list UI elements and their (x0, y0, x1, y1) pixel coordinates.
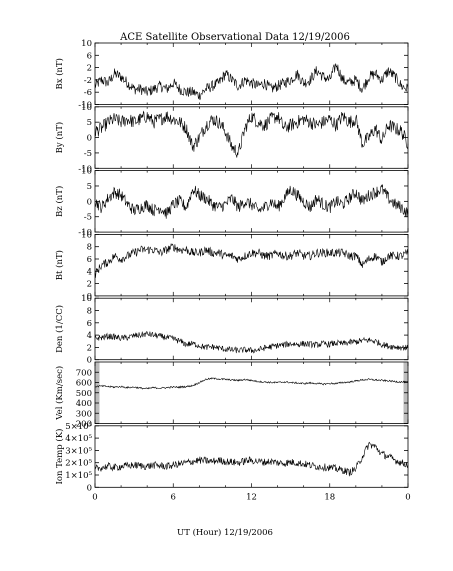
y-tick-label: 1×10⁵ (65, 471, 92, 481)
panels-group: -10 -6 -2 2 6 10 Bx (nT) -10 -5 0 5 10 By (nT) -10 -5 0… (54, 39, 409, 493)
y-tick-label: 5×10⁵ (65, 422, 92, 432)
y-tick-label: -5 (84, 213, 92, 223)
y-tick-label: 600 (76, 379, 92, 389)
y-tick-label: 10 (81, 230, 92, 240)
y-tick-label: 0 (87, 197, 92, 207)
series-line (95, 184, 409, 219)
panel-2: -10 -5 0 5 10 Bz (nT) (54, 167, 409, 238)
y-tick-label: -10 (78, 101, 92, 111)
y-tick-label: 2 (87, 343, 92, 353)
y-tick-label: 700 (76, 368, 92, 378)
y-tick-label: 300 (76, 409, 92, 419)
x-tick-label: 18 (324, 492, 335, 502)
y-tick-label: 5 (87, 118, 92, 128)
y-tick-label: 0 (87, 483, 92, 493)
x-axis: 0 6 12 18 0 (92, 492, 410, 502)
y-tick-label: 5 (87, 182, 92, 192)
y-tick-label: 8 (87, 243, 92, 253)
y-tick-label: 2×10⁵ (65, 459, 92, 469)
y-tick-label: 0 (87, 292, 92, 302)
x-axis-title: UT (Hour) 12/19/2006 (177, 527, 273, 538)
y-tick-label: 4 (87, 331, 92, 341)
x-tick-label: 6 (171, 492, 176, 502)
series-line (94, 110, 409, 158)
y-axis-title: Bx (nT) (54, 58, 65, 90)
y-tick-label: 4×10⁵ (65, 434, 92, 444)
y-tick-label: -5 (84, 149, 92, 159)
x-tick-label: 0 (405, 492, 410, 502)
y-tick-label: 6 (87, 319, 92, 329)
panel-frame (94, 361, 409, 424)
series-line (94, 441, 409, 477)
panel-0: -10 -6 -2 2 6 10 Bx (nT) (54, 39, 409, 111)
y-tick-label: 2 (87, 280, 92, 290)
series-line (94, 243, 409, 278)
y-tick-label: 2 (87, 64, 92, 74)
y-tick-label: -10 (78, 228, 92, 238)
y-axis-title: Bt (nT) (54, 250, 65, 280)
y-tick-label: -2 (84, 76, 92, 86)
y-tick-label: 10 (81, 294, 92, 304)
y-axis-title: Ion Temp (K) (54, 429, 65, 485)
y-axis-title: Vel (Km/sec) (54, 366, 65, 421)
y-tick-label: 3×10⁵ (65, 446, 92, 456)
y-tick-label: 200 (76, 420, 92, 430)
y-tick-label: 6 (87, 51, 92, 61)
y-axis-title: Den (1/CC) (54, 305, 65, 353)
panel-1: -10 -5 0 5 10 By (nT) (54, 103, 409, 174)
y-axis-title: Bz (nT) (54, 186, 65, 217)
series-line (94, 331, 409, 354)
y-tick-label: 6 (87, 255, 92, 265)
series-line (94, 377, 409, 390)
y-tick-label: 0 (87, 356, 92, 366)
y-tick-label: 8 (87, 307, 92, 317)
panel-frame (94, 42, 409, 105)
chart-title: ACE Satellite Observational Data 12/19/2… (119, 32, 350, 43)
y-tick-label: 10 (81, 103, 92, 113)
y-tick-label: 500 (76, 389, 92, 399)
panel-frame (94, 425, 409, 488)
y-tick-label: 10 (81, 39, 92, 49)
panel-3: 0 2 4 6 8 10 Bt (nT) (54, 230, 409, 302)
y-tick-label: -6 (84, 88, 92, 98)
y-tick-label: -10 (78, 164, 92, 174)
series-line (94, 63, 409, 101)
y-tick-label: 10 (81, 167, 92, 177)
x-tick-label: 12 (246, 492, 257, 502)
y-axis-title: By (nT) (54, 122, 65, 154)
y-tick-label: 400 (76, 399, 92, 409)
x-tick-label: 0 (92, 492, 97, 502)
y-tick-label: 0 (87, 134, 92, 144)
y-tick-label: 4 (87, 267, 92, 277)
panel-4: 0 2 4 6 8 10 Den (1/CC) (54, 294, 409, 366)
